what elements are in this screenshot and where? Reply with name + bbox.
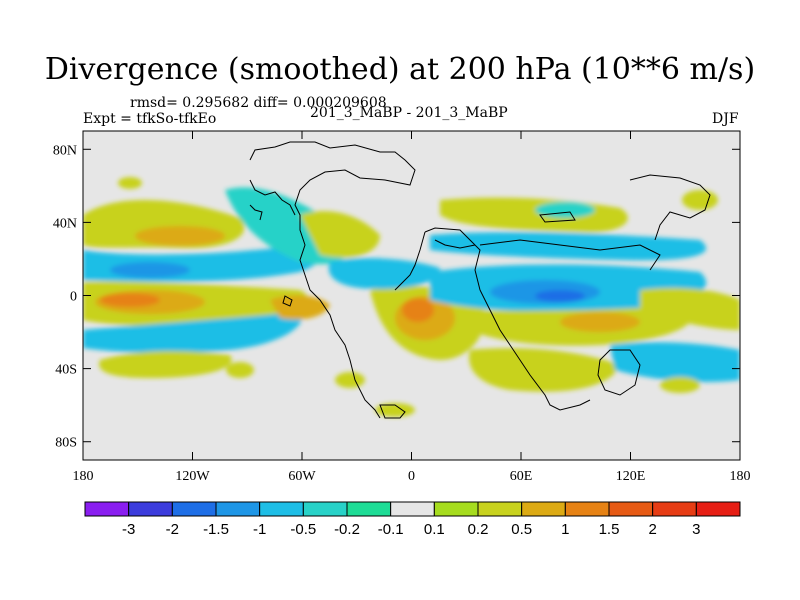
colorbar: -3 -2 -1.5 -1 -0.5 -0.2 -0.1 0.1 0.2 0.5 1 1.5 2 3 [84,501,741,538]
field-so-blob [660,377,700,393]
x-tick-label: 180 [73,469,94,484]
colorbar-swatch [433,501,479,517]
map-area [83,131,740,460]
x-tick-label: 60E [510,469,533,484]
y-tick-label: 40S [55,363,77,378]
colorbar-swatch [346,501,392,517]
coastlines [249,141,711,419]
colorbar-swatch [521,501,566,517]
caribbean-island [282,295,293,307]
australia-coast [597,349,641,396]
colorbar-swatch [564,501,610,517]
y-tick-label: 80S [55,436,77,451]
field-so-negative [610,342,740,382]
colorbar-label: -0.1 [378,521,404,538]
colorbar-swatch [302,501,348,517]
y-tick-label: 80N [53,143,77,158]
field-arctic-blob-2 [535,202,595,218]
colorbar-swatch [652,501,697,517]
field-arctic-blob-3 [682,190,718,210]
field-np-core [135,226,225,246]
stats-line: rmsd= 0.295682 diff= 0.000209608 [130,95,387,111]
field-tp-peak [100,293,160,307]
caspian-coast [539,211,576,223]
africa-west [394,231,426,291]
africa-coast [424,227,591,411]
field-si-core [560,312,640,332]
axis-ticks: 180 120W 60W 0 60E 120E 180 80N 40N 0 40S 80S [53,131,751,484]
season-label: DJF [712,111,739,127]
x-tick-label: 180 [730,469,751,484]
americas-coast [249,141,416,419]
field-na-positive [300,211,380,258]
x-tick-label: 120E [616,469,646,484]
field-so-positive [469,348,620,392]
north-america-west [249,179,296,216]
x-tick-label: 60W [288,469,316,484]
field-io-peak [535,290,585,302]
colorbar-label: -1.5 [203,521,229,538]
field-ca-positive [270,295,330,320]
colorbar-swatch [215,501,261,517]
colorbar-label: 1.5 [599,521,620,538]
field-atl-negative [328,258,440,290]
colorbar-label: -0.5 [290,521,316,538]
colorbar-swatch [695,501,741,517]
colorbar-swatch [608,501,654,517]
colorbar-swatch [128,501,173,517]
field-np-negative-core [110,262,190,278]
x-tick-label: 0 [408,469,415,484]
antarctic-peninsula [379,404,406,419]
colorbar-label: -0.2 [334,521,360,538]
field-ta-peak [402,298,434,322]
colorbar-swatch [84,501,130,517]
y-tick-label: 0 [70,290,77,305]
field-sp-negative [83,312,302,354]
asia-east-coast [629,174,711,241]
field-sa-blob [335,372,365,388]
colorbar-label: 0.2 [468,521,489,538]
field-sa-blob-2 [375,403,415,417]
colorbar-label: -2 [166,521,179,538]
field-wp-positive [640,288,740,330]
asia-south-coast [479,239,661,271]
y-tick-label: 40N [53,216,77,231]
colorbar-swatch [477,501,523,517]
hudson-coast [249,204,263,221]
field-sp-blob [226,362,254,378]
colorbar-label: -3 [122,521,135,538]
x-tick-label: 120W [175,469,210,484]
field-sp-positive [99,351,232,378]
colorbar-label: 0.1 [424,521,445,538]
colorbar-label: 2 [648,521,656,538]
field-arctic-blob-1 [118,177,142,189]
mediterranean-coast [434,239,476,249]
colorbar-swatch [171,501,217,517]
colorbar-label: -1 [253,521,266,538]
colorbar-label: 0.5 [511,521,532,538]
contour-fields [83,177,740,417]
run-label: 201_3_MaBP - 201_3_MaBP [310,105,508,121]
experiment-label: Expt = tfkSo-tfkEo [83,111,217,127]
chart-title: Divergence (smoothed) at 200 hPa (10**6 … [44,52,756,87]
colorbar-label: 1 [561,521,569,538]
colorbar-label: 3 [692,521,700,538]
colorbar-swatch [259,501,304,517]
colorbar-swatch [390,501,435,517]
